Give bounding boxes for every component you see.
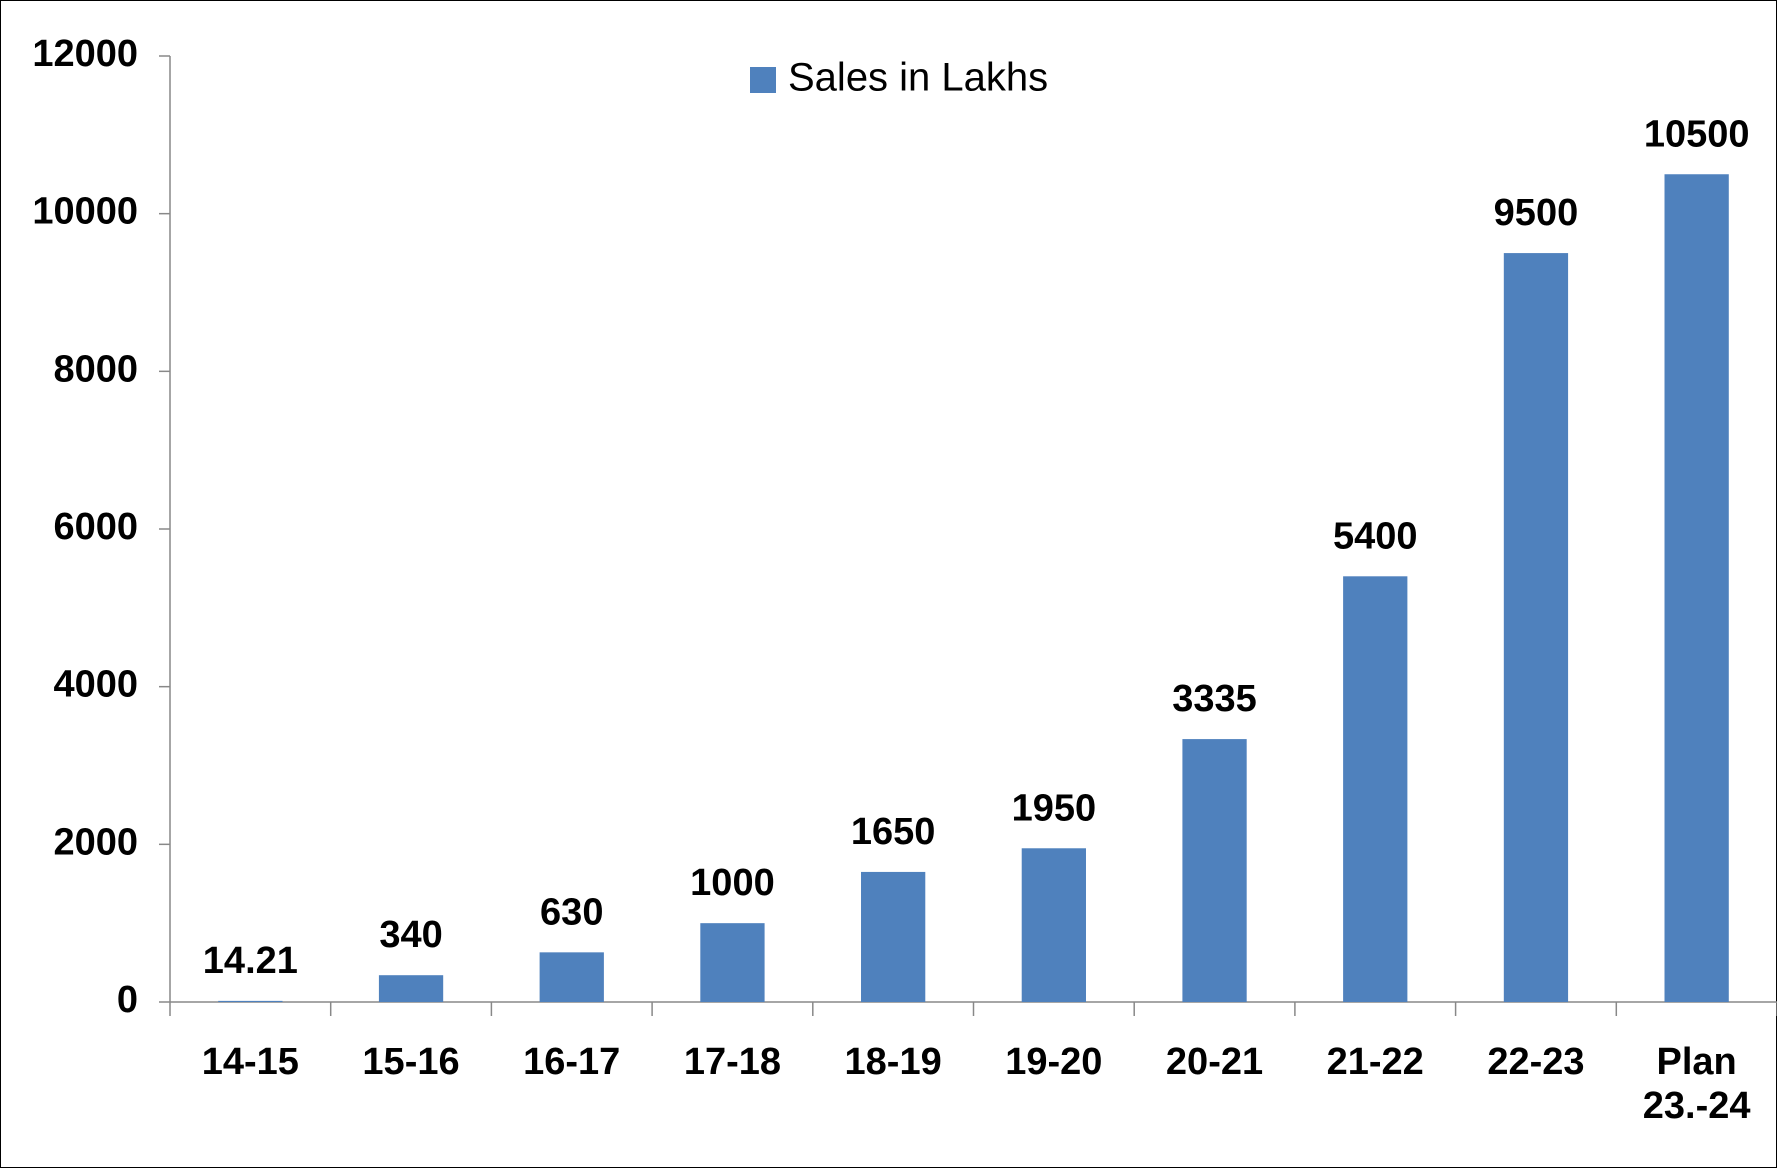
- x-tick-label: 17-18: [683, 1041, 782, 1083]
- x-tick-label-box: 14-15: [201, 1041, 299, 1083]
- x-tick-label-box: 21-22: [1326, 1041, 1424, 1083]
- bar: [539, 952, 604, 1002]
- x-tick-label-box: 19-20: [1005, 1041, 1103, 1083]
- x-tick-label-box: 22-23: [1487, 1041, 1585, 1083]
- bar: [1021, 848, 1086, 1002]
- x-tick-label-box: 17-18: [683, 1041, 782, 1083]
- bar: [1664, 174, 1729, 1002]
- x-tick-label: 20-21: [1165, 1041, 1264, 1083]
- value-label: 630: [540, 891, 603, 933]
- legend-swatch: [750, 67, 776, 93]
- bar: [700, 923, 765, 1002]
- y-tick-label: 12000: [32, 33, 138, 75]
- x-tick-label: 21-22: [1326, 1041, 1424, 1083]
- value-label: 1950: [1012, 787, 1097, 829]
- bar: [861, 871, 926, 1002]
- value-label: 10500: [1644, 113, 1750, 155]
- value-label: 1650: [851, 811, 936, 853]
- x-tick-label-box: Plan 23.-24: [1642, 1041, 1751, 1127]
- value-label: 3335: [1172, 678, 1257, 720]
- x-tick-label-box: 20-21: [1165, 1041, 1264, 1083]
- y-tick-label: 6000: [53, 506, 138, 548]
- x-tick-label: 19-20: [1005, 1041, 1103, 1083]
- x-tick-label: 15-16: [362, 1041, 460, 1083]
- value-label: 340: [379, 914, 442, 956]
- value-label: 9500: [1494, 192, 1579, 234]
- x-tick-label-box: 18-19: [844, 1041, 942, 1083]
- x-tick-label-box: 16-17: [523, 1041, 621, 1083]
- x-tick-label: 14-15: [201, 1041, 299, 1083]
- x-tick-label-box: 15-16: [362, 1041, 460, 1083]
- bar: [218, 1000, 283, 1002]
- y-tick-label: 4000: [53, 664, 138, 706]
- value-label: 5400: [1333, 515, 1418, 557]
- x-tick-label: Plan 23.-24: [1642, 1041, 1751, 1127]
- y-tick-label: 0: [117, 979, 138, 1021]
- bar: [1182, 739, 1247, 1002]
- x-tick-label: 22-23: [1487, 1041, 1585, 1083]
- x-tick-label: 18-19: [844, 1041, 942, 1083]
- value-label: 14.21: [203, 940, 298, 982]
- bar: [1343, 576, 1408, 1002]
- bar: [1503, 253, 1569, 1003]
- bar: [378, 975, 444, 1002]
- x-tick-label: 16-17: [523, 1041, 621, 1083]
- legend-label: Sales in Lakhs: [788, 56, 1048, 100]
- value-label: 1000: [690, 862, 775, 904]
- y-tick-label: 2000: [53, 821, 138, 863]
- y-tick-label: 10000: [32, 191, 138, 233]
- y-tick-label: 8000: [53, 348, 138, 390]
